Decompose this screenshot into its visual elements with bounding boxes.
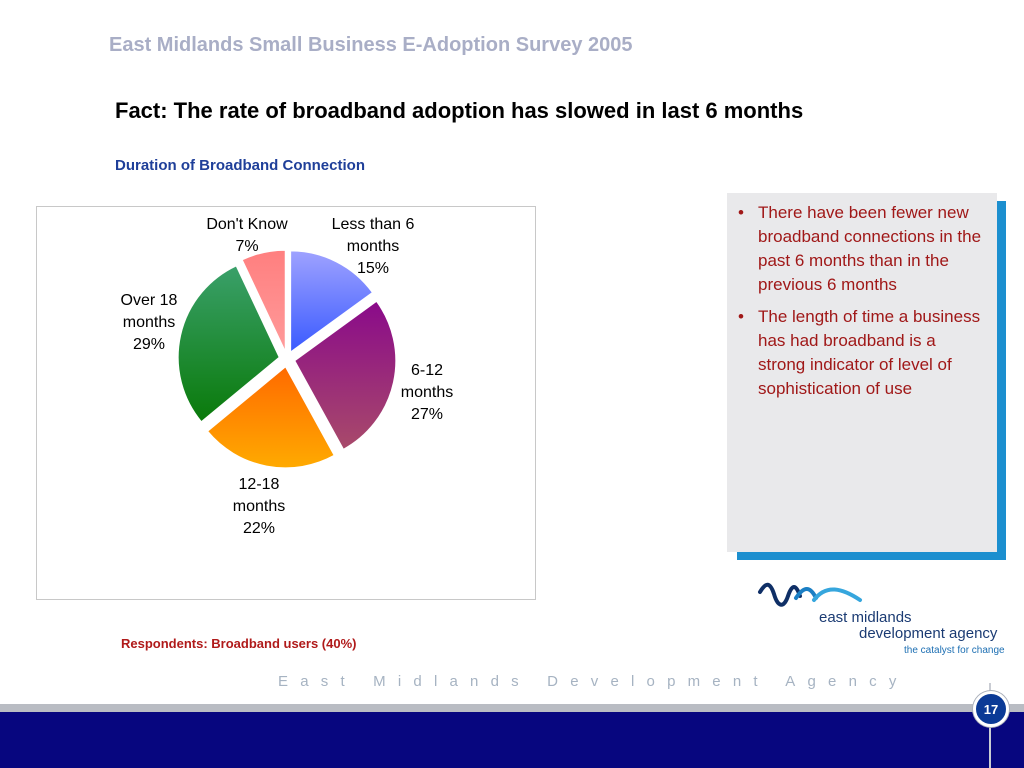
logo-tagline: the catalyst for change [904,645,1005,656]
footer-navy-band [0,712,1024,768]
pie-slice-label: Less than 6 months 15% [332,216,415,277]
notes-box: There have been fewer new broadband conn… [727,193,997,552]
slide-heading: Fact: The rate of broadband adoption has… [115,98,804,123]
pie-slice-label: 6-12 months 27% [401,362,453,423]
note-bullet: There have been fewer new broadband conn… [738,201,987,297]
pie-slice [294,300,397,450]
pie-slice [290,250,374,353]
pie-chart-frame: Less than 6 months 15% 6-12 months 27% 12-18 mo… [36,206,536,600]
pie-slice [177,265,280,423]
logo-line-1: east midlands [819,609,912,626]
chart-caption: Duration of Broadband Connection [115,157,365,174]
wave-logo-icon [758,582,862,607]
page-number-badge: 17 [973,691,1009,727]
survey-title: East Midlands Small Business E-Adoption … [109,34,633,56]
logo-line-2: development agency [859,625,998,642]
pie-slice-label: 12-18 months 22% [233,476,285,537]
pie-chart: Less than 6 months 15% 6-12 months 27% 12-18 mo… [121,216,454,537]
pie-slice [206,366,335,469]
pie-slice-label: Over 18 months 29% [121,292,178,353]
pie-slice [241,249,286,352]
notes-list: There have been fewer new broadband conn… [737,201,987,401]
emda-logo: east midlands development agency the cat… [756,578,1006,660]
footer-grey-band [0,704,1024,712]
note-bullet: The length of time a business has had br… [738,305,987,401]
agency-footer-text: East Midlands Development Agency [278,673,909,690]
pie-slice-label: Don't Know 7% [206,216,288,255]
respondents-note: Respondents: Broadband users (40%) [121,636,357,651]
